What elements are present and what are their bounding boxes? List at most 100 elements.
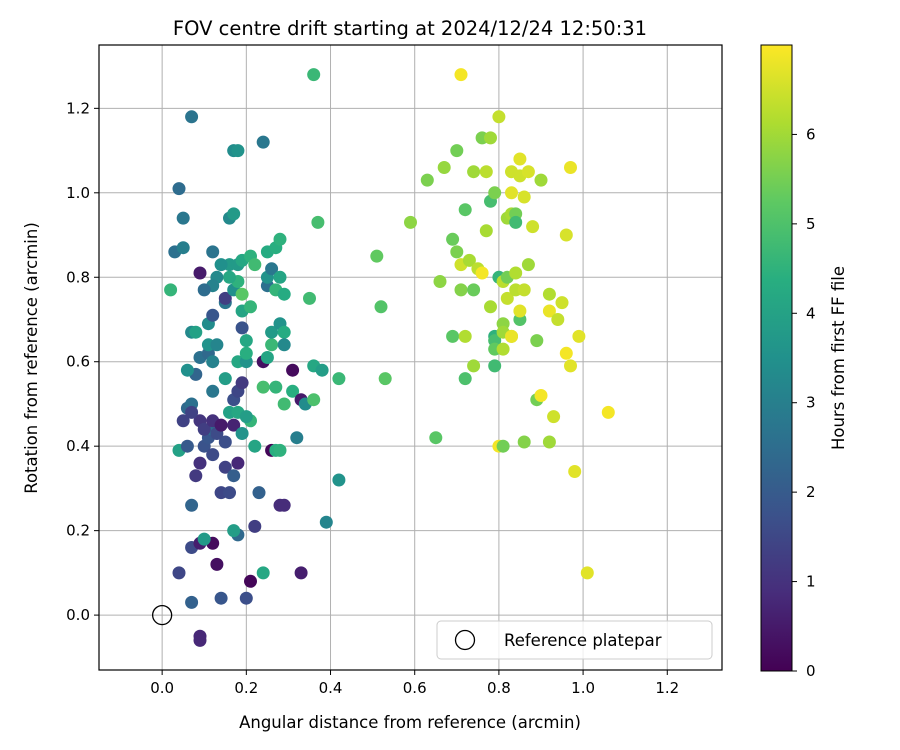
data-point (265, 262, 279, 276)
data-point (509, 215, 523, 229)
data-point (311, 215, 325, 229)
x-tick-label: 0.4 (319, 679, 343, 697)
data-point (500, 291, 514, 305)
data-point (214, 418, 228, 432)
data-point (374, 300, 388, 314)
data-point (286, 384, 300, 398)
data-point (332, 473, 346, 487)
data-point (260, 351, 274, 364)
data-point (429, 431, 443, 445)
legend-entry-reference: Reference platepar (504, 631, 662, 650)
x-tick-label: 1.0 (571, 679, 595, 697)
data-point (227, 207, 241, 221)
x-tick-label: 0.8 (487, 679, 511, 697)
y-axis-ticks: 0.0 0.2 0.4 0.6 0.8 1.0 1.2 (66, 99, 99, 624)
colorbar-ticks: 0 1 2 3 4 5 6 (792, 125, 816, 680)
data-point (210, 338, 224, 352)
grid-lines (99, 45, 722, 670)
data-point (378, 372, 392, 386)
data-point (488, 359, 502, 373)
data-point (277, 287, 291, 301)
data-point (277, 338, 291, 352)
data-point (223, 486, 236, 500)
data-point (513, 304, 527, 318)
data-point (172, 566, 186, 580)
data-point (517, 190, 531, 204)
data-point (265, 338, 279, 352)
data-point (269, 380, 283, 394)
data-point (551, 313, 565, 326)
x-axis-ticks: 0.0 0.2 0.4 0.6 0.8 1.0 1.2 (150, 670, 679, 697)
data-point (286, 363, 300, 377)
data-point (185, 498, 199, 512)
data-point (206, 448, 220, 462)
data-point (319, 515, 333, 529)
data-point (315, 363, 329, 377)
data-point (218, 372, 232, 386)
data-point (227, 469, 241, 483)
data-point (193, 456, 207, 470)
data-point (454, 68, 468, 82)
x-tick-label: 0.6 (403, 679, 427, 697)
data-point (206, 355, 220, 369)
data-point (370, 249, 384, 263)
data-point (458, 372, 472, 386)
data-point (180, 363, 194, 377)
data-point (277, 397, 291, 411)
plot-frame (98, 44, 723, 671)
data-point (244, 300, 257, 314)
data-point (454, 283, 468, 297)
data-point (542, 304, 556, 318)
data-point (227, 418, 241, 432)
data-point (294, 566, 308, 580)
colorbar-tick-label: 4 (806, 304, 816, 322)
colorbar-label: Hours from first FF file (829, 266, 848, 450)
colorbar-tick-label: 1 (806, 573, 816, 591)
data-point (277, 498, 291, 512)
data-point (248, 519, 262, 533)
data-point (273, 443, 287, 457)
data-point (564, 359, 577, 373)
data-point (547, 410, 561, 424)
data-point (517, 283, 531, 297)
data-point (484, 131, 497, 145)
data-point (534, 389, 548, 402)
data-point (252, 486, 266, 500)
data-point (496, 439, 510, 453)
data-point (505, 186, 518, 200)
data-point (521, 165, 535, 179)
data-point (601, 405, 615, 419)
data-point (193, 633, 207, 647)
data-point (239, 591, 253, 605)
data-point (509, 266, 523, 280)
y-tick-label: 1.0 (66, 184, 90, 202)
x-axis-label: Angular distance from reference (arcmin) (239, 713, 581, 732)
data-point (475, 266, 489, 280)
data-point (256, 135, 270, 149)
colorbar-tick-label: 0 (806, 662, 816, 680)
data-point (273, 270, 287, 284)
data-point (206, 245, 220, 259)
data-point (446, 329, 460, 343)
data-point (496, 342, 510, 356)
data-point (542, 287, 556, 301)
data-point (404, 215, 417, 229)
data-point (180, 439, 194, 453)
data-point (572, 329, 586, 343)
data-point (559, 346, 573, 360)
data-point (488, 186, 502, 200)
data-point (235, 287, 249, 301)
data-point (223, 270, 236, 284)
data-point (256, 380, 270, 394)
data-point (467, 283, 481, 297)
x-tick-label: 0.2 (234, 679, 258, 697)
data-point (446, 232, 460, 246)
data-point (505, 329, 518, 343)
data-point (172, 182, 186, 196)
data-point (450, 144, 464, 158)
data-point (176, 414, 190, 428)
data-point (307, 393, 321, 407)
data-point (420, 173, 434, 187)
data-point (235, 376, 249, 390)
y-tick-label: 1.2 (66, 99, 90, 117)
